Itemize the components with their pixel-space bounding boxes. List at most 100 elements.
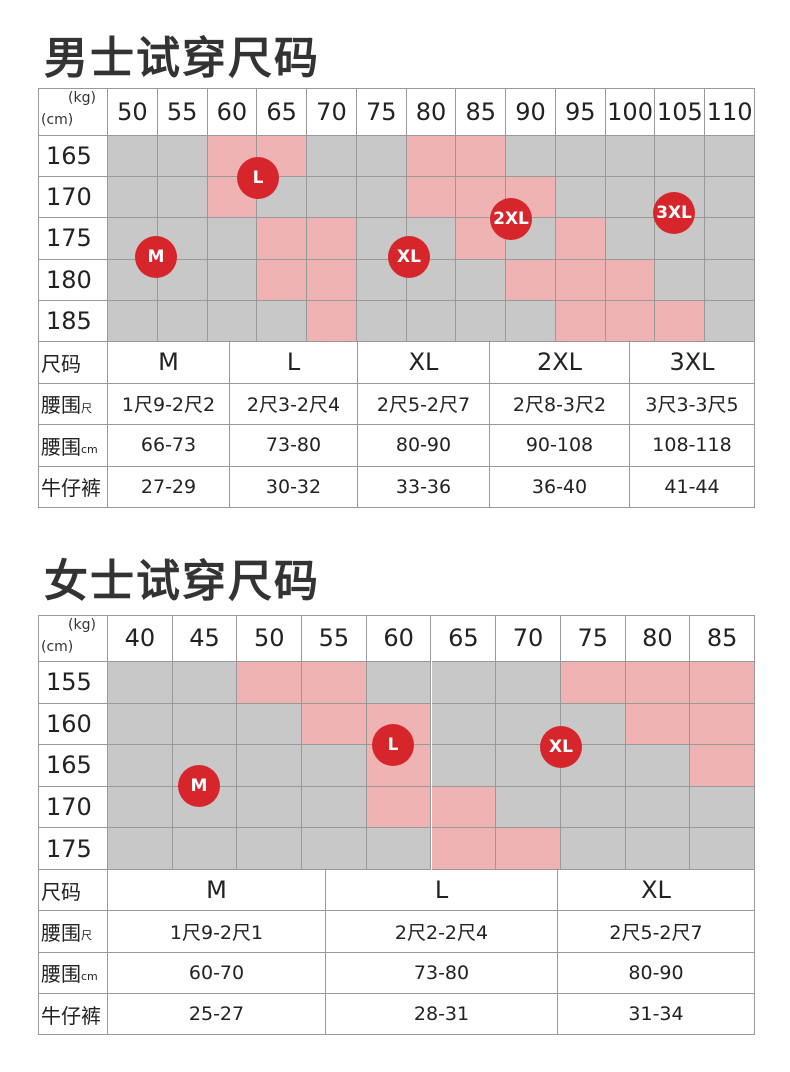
size-cell bbox=[237, 786, 303, 829]
size-cell bbox=[431, 828, 497, 870]
table-cell: M bbox=[108, 342, 230, 384]
weight-header: 50 bbox=[237, 615, 303, 662]
table-cell: L bbox=[326, 870, 558, 912]
size-cell bbox=[366, 786, 432, 829]
size-cell bbox=[625, 662, 691, 704]
table-cell: 80-90 bbox=[558, 952, 755, 994]
table-cell: 31-34 bbox=[558, 993, 755, 1036]
label-unit: 尺 bbox=[81, 401, 92, 415]
size-badge: M bbox=[135, 236, 177, 278]
size-cell bbox=[172, 662, 238, 704]
label-text: 腰围 bbox=[41, 920, 81, 945]
size-cell bbox=[108, 786, 173, 829]
size-cell bbox=[506, 300, 556, 342]
size-cell bbox=[302, 745, 367, 787]
size-cell bbox=[655, 136, 706, 178]
size-cell bbox=[506, 136, 556, 178]
weight-header: 60 bbox=[366, 615, 432, 662]
weight-header: 105 bbox=[655, 88, 706, 136]
height-header: 170 bbox=[38, 177, 108, 219]
size-cell bbox=[555, 259, 606, 301]
size-cell bbox=[172, 703, 238, 746]
weight-header: 95 bbox=[555, 88, 606, 136]
size-cell bbox=[172, 828, 238, 870]
size-cell bbox=[108, 745, 173, 787]
size-cell bbox=[207, 218, 258, 260]
size-cell bbox=[690, 662, 755, 704]
size-cell bbox=[307, 177, 357, 219]
weight-header: 40 bbox=[108, 615, 173, 662]
label-text: 尺码 bbox=[41, 879, 81, 904]
size-cell bbox=[237, 662, 303, 704]
table-cell: 66-73 bbox=[108, 425, 230, 467]
size-cell bbox=[605, 300, 656, 342]
table-cell: 2XL bbox=[490, 342, 630, 384]
row-label: 牛仔裤 bbox=[38, 466, 108, 508]
size-cell bbox=[456, 300, 507, 342]
size-cell bbox=[625, 745, 691, 787]
size-cell bbox=[157, 177, 208, 219]
label-unit: cm bbox=[81, 970, 98, 984]
height-header: 175 bbox=[38, 218, 108, 260]
table-cell: 80-90 bbox=[358, 425, 490, 467]
height-header: 160 bbox=[38, 703, 108, 746]
table-cell: 30-32 bbox=[230, 466, 358, 508]
row-label: 牛仔裤 bbox=[38, 993, 108, 1036]
size-cell bbox=[237, 828, 303, 870]
weight-header: 70 bbox=[496, 615, 561, 662]
section-title: 女士试穿尺码 bbox=[44, 556, 320, 607]
weight-header: 100 bbox=[605, 88, 656, 136]
size-cell bbox=[356, 177, 407, 219]
size-cell bbox=[655, 259, 706, 301]
size-cell bbox=[605, 177, 656, 219]
size-cell bbox=[302, 662, 367, 704]
table-cell: 2尺2-2尺4 bbox=[326, 911, 558, 953]
size-cell bbox=[257, 259, 308, 301]
table-cell: 2尺3-2尺4 bbox=[230, 383, 358, 425]
size-cell bbox=[406, 300, 457, 342]
size-cell bbox=[705, 259, 755, 301]
table-cell: M bbox=[108, 870, 326, 912]
grid-frame bbox=[38, 615, 755, 1036]
size-cell bbox=[302, 703, 367, 746]
weight-header: 65 bbox=[431, 615, 497, 662]
size-cell bbox=[555, 136, 606, 178]
weight-header: 85 bbox=[690, 615, 755, 662]
size-cell bbox=[356, 300, 407, 342]
size-cell bbox=[108, 828, 173, 870]
size-cell bbox=[366, 662, 432, 704]
table-cell: XL bbox=[558, 870, 755, 912]
size-cell bbox=[555, 218, 606, 260]
height-header: 185 bbox=[38, 300, 108, 342]
label-text: 腰围 bbox=[41, 962, 81, 987]
row-label: 腰围尺 bbox=[38, 911, 108, 953]
size-cell bbox=[108, 662, 173, 704]
row-label: 尺码 bbox=[38, 342, 108, 384]
table-cell: 36-40 bbox=[490, 466, 630, 508]
table-cell: 1尺9-2尺1 bbox=[108, 911, 326, 953]
weight-header: 70 bbox=[307, 88, 357, 136]
size-cell bbox=[560, 828, 626, 870]
size-cell bbox=[207, 259, 258, 301]
size-cell bbox=[108, 136, 158, 178]
label-text: 腰围 bbox=[41, 393, 81, 418]
size-cell bbox=[506, 259, 556, 301]
size-cell bbox=[307, 259, 357, 301]
size-cell bbox=[207, 300, 258, 342]
unit-weight: (kg) bbox=[68, 90, 96, 106]
size-cell bbox=[257, 300, 308, 342]
size-cell bbox=[431, 703, 497, 746]
size-cell bbox=[605, 259, 656, 301]
table-cell: 90-108 bbox=[490, 425, 630, 467]
label-text: 牛仔裤 bbox=[41, 1003, 101, 1028]
table-cell: 33-36 bbox=[358, 466, 490, 508]
size-cell bbox=[690, 828, 755, 870]
table-cell: XL bbox=[358, 342, 490, 384]
size-cell bbox=[496, 828, 561, 870]
table-cell: 25-27 bbox=[108, 993, 326, 1036]
size-cell bbox=[157, 136, 208, 178]
size-badge: XL bbox=[540, 726, 582, 768]
size-cell bbox=[108, 703, 173, 746]
grid-frame bbox=[38, 88, 755, 508]
unit-height: (cm) bbox=[41, 639, 74, 655]
